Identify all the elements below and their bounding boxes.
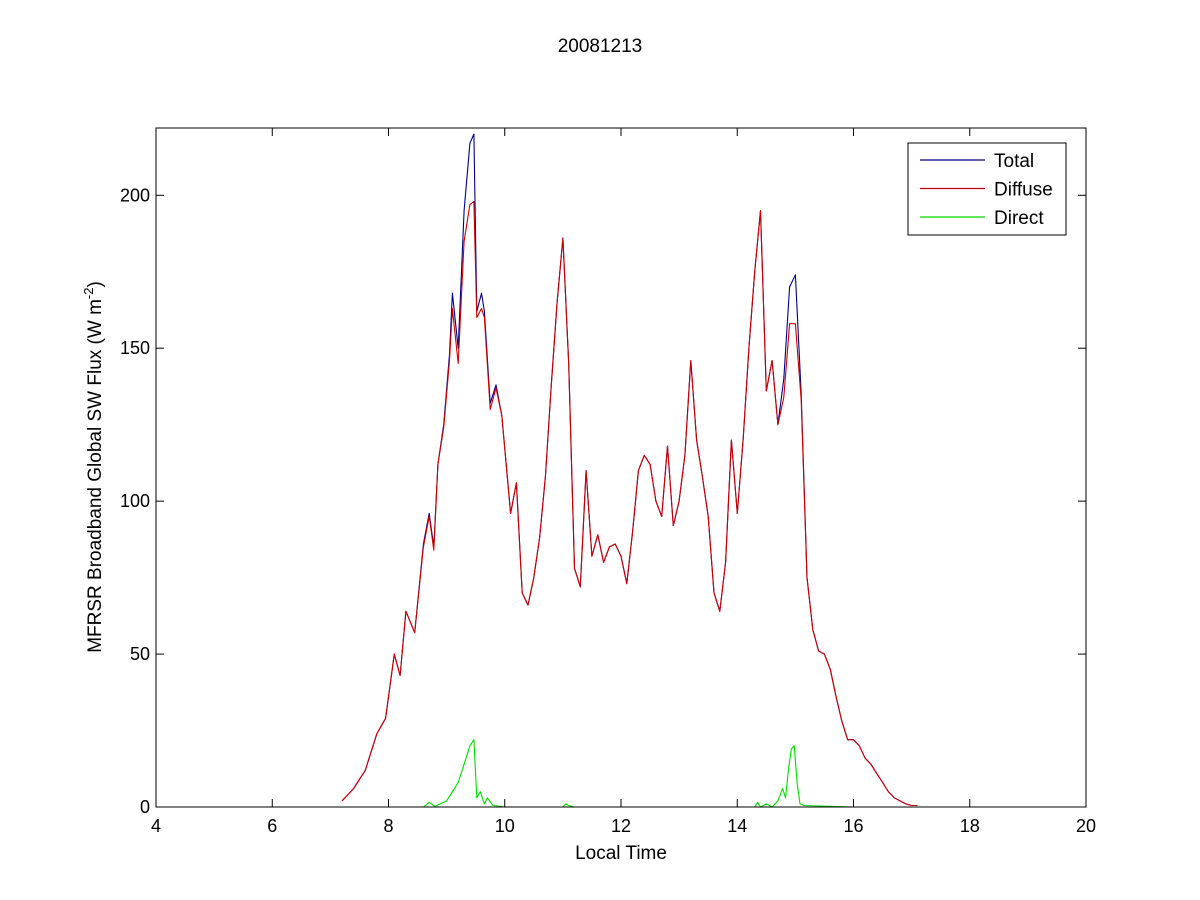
x-tick-label: 20 (1076, 816, 1096, 836)
x-tick-label: 18 (960, 816, 980, 836)
x-tick-label: 10 (495, 816, 515, 836)
series-line-diffuse (341, 200, 918, 807)
legend-label-total: Total (994, 151, 1034, 172)
y-tick-label: 200 (120, 185, 150, 205)
x-tick-label: 12 (611, 816, 631, 836)
y-tick-label: 100 (120, 491, 150, 511)
y-tick-label: 150 (120, 338, 150, 358)
x-tick-label: 4 (151, 816, 161, 836)
legend-items: Total Diffuse Direct (920, 151, 1053, 229)
x-axis-label: Local Time (575, 843, 667, 864)
y-axis-label-main: MFRSR Broadband Global SW Flux (W m (85, 299, 106, 653)
y-axis-label-close: ) (85, 281, 106, 287)
chart-title: 20081213 (558, 36, 643, 57)
legend-label-direct: Direct (994, 208, 1044, 229)
x-tick-label: 6 (267, 816, 277, 836)
x-tick-label: 16 (843, 816, 863, 836)
y-tick-label: 0 (140, 797, 150, 817)
x-tick-label: 14 (727, 816, 747, 836)
x-tick-labels: 4 6 8 10 12 14 16 18 20 (151, 816, 1096, 836)
legend: Total Diffuse Direct (907, 142, 1067, 236)
y-axis-label: MFRSR Broadband Global SW Flux (W m-2) (81, 281, 106, 653)
plot-area (156, 128, 1086, 807)
y-tick-labels: 0 50 100 150 200 (120, 185, 150, 817)
plot-frame (155, 127, 1087, 808)
y-tick-label: 50 (130, 644, 150, 664)
y-axis-label-superscript: -2 (81, 288, 96, 300)
x-tick-label: 8 (383, 816, 393, 836)
legend-label-diffuse: Diffuse (994, 180, 1053, 201)
